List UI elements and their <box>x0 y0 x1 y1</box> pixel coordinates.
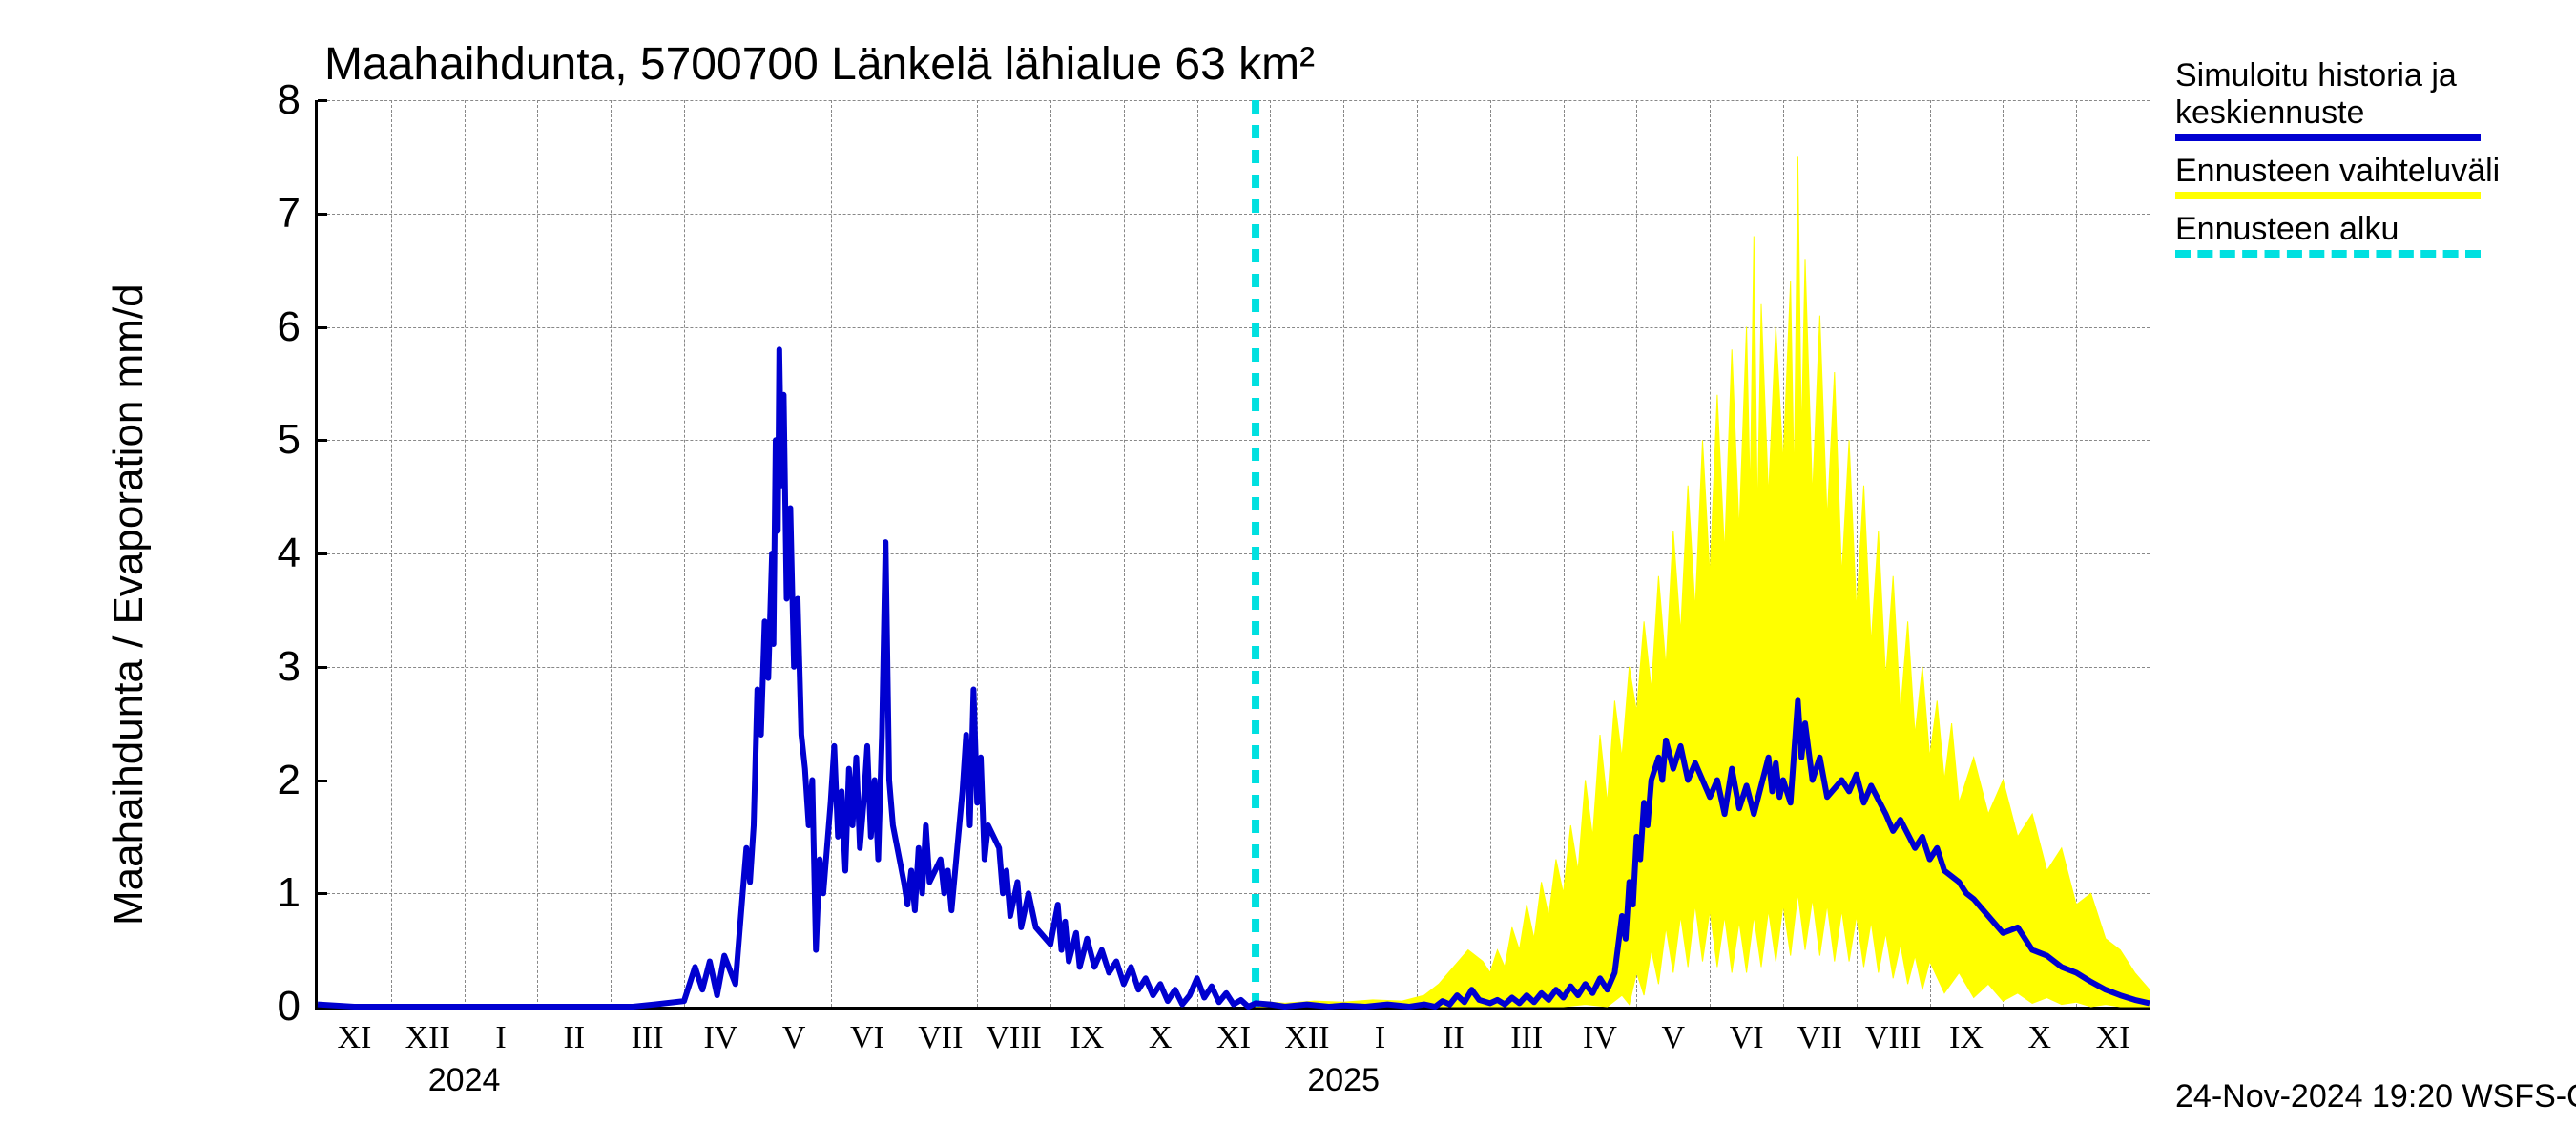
y-tick-label: 7 <box>278 190 318 238</box>
legend-label: Ennusteen vaihteluväli <box>2175 153 2500 190</box>
x-tick-label: V <box>1662 1007 1686 1056</box>
x-tick-label: VII <box>1797 1007 1842 1056</box>
x-tick-label: III <box>1510 1007 1543 1056</box>
y-tick-label: 4 <box>278 530 318 577</box>
legend-swatch <box>2175 134 2481 141</box>
x-tick-label: V <box>782 1007 806 1056</box>
y-tick-label: 0 <box>278 983 318 1030</box>
y-axis-label: Maahaihdunta / Evaporation mm/d <box>105 283 153 926</box>
x-tick-label: IV <box>703 1007 737 1056</box>
x-tick-label: VIII <box>986 1007 1042 1056</box>
x-tick-label: II <box>563 1007 585 1056</box>
x-tick-label: XI <box>2096 1007 2130 1056</box>
x-tick-label: VII <box>918 1007 963 1056</box>
x-tick-label: IV <box>1583 1007 1617 1056</box>
legend-label: keskiennuste <box>2175 94 2500 132</box>
legend-label: Ennusteen alku <box>2175 211 2500 248</box>
chart-title: Maahaihdunta, 5700700 Länkelä lähialue 6… <box>324 38 1315 91</box>
x-tick-label: IX <box>1070 1007 1104 1056</box>
y-tick-label: 8 <box>278 76 318 124</box>
legend-entry: Simuloitu historia jakeskiennuste <box>2175 57 2500 141</box>
x-year-label: 2024 <box>428 1007 501 1099</box>
x-tick-label: VI <box>1730 1007 1764 1056</box>
y-tick-label: 6 <box>278 303 318 351</box>
legend-swatch <box>2175 250 2481 258</box>
legend-entry: Ennusteen alku <box>2175 211 2500 258</box>
chart-container: Maahaihdunta, 5700700 Länkelä lähialue 6… <box>0 0 2576 1145</box>
series-layer <box>318 100 2150 1007</box>
x-tick-label: VIII <box>1865 1007 1922 1056</box>
plot-area: 012345678XIXIIIIIIIIIVVVIVIIVIIIIXXXIXII… <box>315 100 2150 1010</box>
y-tick-label: 5 <box>278 416 318 464</box>
x-tick-label: X <box>1149 1007 1173 1056</box>
x-tick-label: VI <box>850 1007 884 1056</box>
legend: Simuloitu historia jakeskiennuste Ennuste… <box>2175 57 2500 269</box>
y-tick-label: 1 <box>278 869 318 917</box>
timestamp-label: 24-Nov-2024 19:20 WSFS-O <box>2175 1078 2576 1115</box>
x-tick-label: XI <box>1216 1007 1251 1056</box>
x-year-label: 2025 <box>1307 1007 1380 1099</box>
forecast-range-fill <box>1256 156 2150 1007</box>
y-tick-label: 3 <box>278 643 318 691</box>
legend-label: Simuloitu historia ja <box>2175 57 2500 94</box>
legend-entry: Ennusteen vaihteluväli <box>2175 153 2500 199</box>
y-tick-label: 2 <box>278 757 318 804</box>
x-tick-label: XI <box>337 1007 371 1056</box>
x-tick-label: X <box>2028 1007 2052 1056</box>
x-tick-label: III <box>632 1007 664 1056</box>
legend-swatch <box>2175 192 2481 199</box>
x-tick-label: II <box>1443 1007 1465 1056</box>
x-tick-label: IX <box>1949 1007 1984 1056</box>
